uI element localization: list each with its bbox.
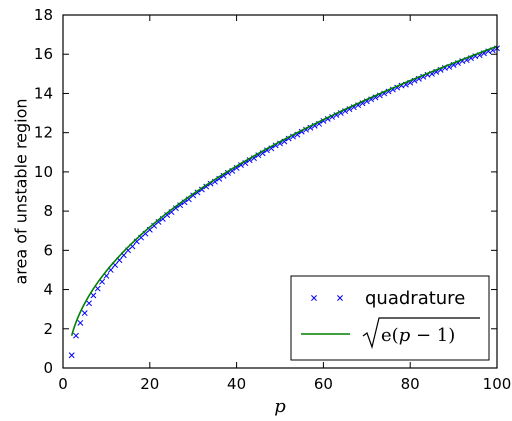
quadrature-point [94,285,101,292]
axis-ticks: 0 20 40 60 80 100 0 2 4 6 8 10 12 14 16 18 [34,6,511,393]
sqrt-fit-line [70,45,498,336]
x-tick-label: 60 [314,375,333,393]
x-tick-label: 100 [483,375,512,393]
legend: quadrature e(p − 1) [290,275,490,361]
quadrature-point [77,319,84,326]
plot-frame [62,14,498,369]
legend-radical-sign [362,317,480,350]
quadrature-point [68,352,75,359]
y-axis-label: area of unstable region [12,98,31,284]
y-tick-label: 0 [43,359,53,377]
x-tick-label: 80 [401,375,420,393]
y-tick-label: 6 [43,241,53,259]
quadrature-point [190,192,197,199]
series-quadrature [68,45,500,359]
quadrature-point [172,205,179,212]
quadrature-point [86,300,92,307]
y-tick-label: 14 [34,84,53,102]
quadrature-point [73,332,79,339]
y-tick-label: 4 [43,281,53,299]
x-axis-label: p [274,396,286,417]
legend-label-prefix: e( [381,325,399,346]
legend-label-sqrt-fit: e(p − 1) [381,325,455,346]
quadrature-point [255,152,262,159]
legend-label-suffix: − 1) [410,325,455,346]
y-tick-label: 8 [43,202,53,220]
series-sqrt-fit [70,45,498,336]
y-tick-label: 12 [34,124,53,142]
x-tick-label: 0 [58,375,68,393]
legend-marker-x [337,295,343,301]
quadrature-point [220,172,227,179]
y-tick-label: 2 [43,320,53,338]
quadrature-point [246,157,253,164]
quadrature-point [155,218,162,225]
legend-entry-quadrature [311,295,343,301]
quadrature-point [81,310,88,317]
legend-marker-x [311,295,317,301]
quadrature-point [198,186,205,193]
quadrature-point [194,189,201,196]
legend-label-quadrature: quadrature [365,288,465,309]
legend-label-var: p [399,325,411,346]
y-tick-label: 18 [34,6,53,24]
x-tick-label: 40 [227,375,246,393]
x-tick-label: 20 [140,375,159,393]
y-tick-label: 10 [34,163,53,181]
quadrature-point [90,292,97,299]
y-tick-label: 16 [34,45,53,63]
